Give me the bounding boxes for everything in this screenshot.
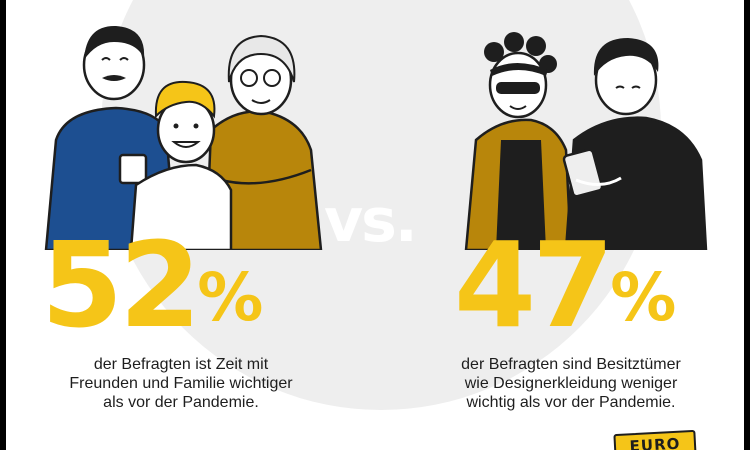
young-people-illustration [464,32,708,250]
versus-separator: vs. [324,186,418,256]
brand-logo: EURO [613,429,697,450]
infographic-canvas: vs. 52% der Befragten ist Zeit mit Freun… [6,0,744,450]
left-unit: % [197,259,264,336]
left-caption-line: der Befragten ist Zeit mit [93,356,269,373]
left-caption-line: als vor der Pandemie. [103,394,259,411]
right-caption-line: wie Designerkleidung weniger [464,375,678,392]
family-illustration [44,25,323,250]
left-value: 52 [41,216,201,354]
left-percentage: 52% [41,226,263,344]
right-value: 47 [454,216,614,354]
left-caption: der Befragten ist Zeit mit Freunden und … [46,355,316,412]
right-caption-line: der Befragten sind Besitztümer [461,356,681,373]
left-caption-line: Freunden und Familie wichtiger [69,375,293,392]
right-caption: der Befragten sind Besitztümer wie Desig… [436,355,706,412]
right-caption-line: wichtig als vor der Pandemie. [466,394,676,411]
right-percentage: 47% [454,226,676,344]
right-unit: % [610,259,677,336]
